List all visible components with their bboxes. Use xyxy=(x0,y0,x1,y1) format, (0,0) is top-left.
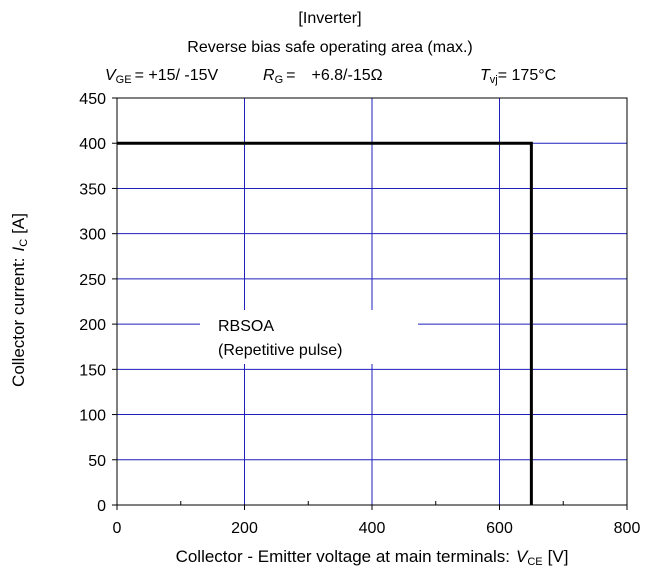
annotation: (Repetitive pulse) xyxy=(218,342,343,359)
y-tick-label: 150 xyxy=(79,362,106,379)
x-axis-label: Collector - Emitter voltage at main term… xyxy=(176,547,569,568)
y-tick-label: 250 xyxy=(79,272,106,289)
symbol: V xyxy=(105,67,117,84)
y-tick-label: 350 xyxy=(79,181,106,198)
annotation: RBSOA xyxy=(218,318,274,335)
annotation-box xyxy=(200,310,418,364)
chart-title: [Inverter] xyxy=(298,10,361,27)
condition: VGE = +15/ -15V xyxy=(105,67,219,86)
x-tick-label: 800 xyxy=(614,520,641,537)
condition-value: +6.8/-15Ω xyxy=(311,67,382,84)
y-tick-label: 400 xyxy=(79,136,106,153)
chart-subtitle: Reverse bias safe operating area (max.) xyxy=(187,39,472,56)
y-tick-label: 450 xyxy=(79,91,106,108)
condition-text: = xyxy=(286,67,295,84)
subscript: G xyxy=(275,74,284,86)
plot-frame xyxy=(116,97,628,506)
subscript: vj xyxy=(490,74,498,86)
symbol: R xyxy=(263,67,275,84)
subscript: GE xyxy=(116,74,132,86)
label-text: Collector current: xyxy=(9,258,28,387)
y-tick-label: 0 xyxy=(97,498,106,515)
condition: Tvj= 175°C xyxy=(480,67,556,86)
symbol: I xyxy=(9,247,28,252)
y-tick-label: 200 xyxy=(79,317,106,334)
y-tick-label: 300 xyxy=(79,227,106,244)
subscript: C xyxy=(18,239,30,247)
x-tick-label: 600 xyxy=(486,520,513,537)
x-tick-label: 0 xyxy=(113,520,122,537)
y-tick-label: 100 xyxy=(79,408,106,425)
label-text: Collector - Emitter voltage at main term… xyxy=(176,547,510,566)
data-line xyxy=(117,141,533,505)
subscript: CE xyxy=(527,556,542,568)
x-tick-label: 200 xyxy=(231,520,258,537)
unit: [V] xyxy=(548,547,569,566)
unit: [A] xyxy=(9,213,28,234)
condition-text: = 175°C xyxy=(498,67,556,84)
y-tick-label: 50 xyxy=(88,453,106,470)
symbol: V xyxy=(516,547,529,566)
condition-text: = +15/ -15V xyxy=(135,67,219,84)
symbol: T xyxy=(480,67,491,84)
x-tick-label: 400 xyxy=(359,520,386,537)
y-axis-label: Collector current: IC [A] xyxy=(9,213,30,387)
condition: RG = +6.8/-15Ω xyxy=(263,67,383,86)
